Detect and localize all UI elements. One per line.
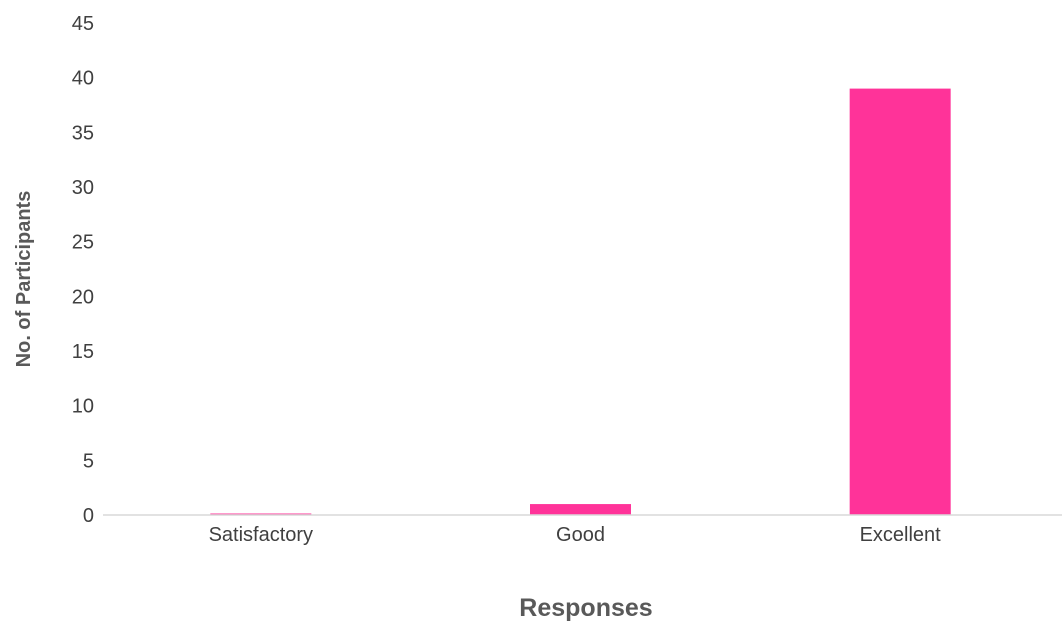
bar-excellent — [850, 89, 951, 515]
y-tick-label: 0 — [83, 505, 94, 527]
y-tick-label: 15 — [72, 341, 94, 363]
x-axis-ticks: Satisfactory Good Excellent — [209, 524, 942, 546]
y-tick-label: 10 — [72, 396, 94, 418]
x-tick-label: Excellent — [860, 524, 942, 546]
bar-good — [530, 504, 631, 515]
y-tick-label: 5 — [83, 450, 94, 472]
y-tick-label: 35 — [72, 122, 94, 144]
bars — [210, 89, 950, 515]
x-tick-label: Satisfactory — [209, 524, 313, 546]
y-tick-label: 30 — [72, 177, 94, 199]
y-tick-label: 40 — [72, 68, 94, 90]
y-axis-ticks: 0 5 10 15 20 25 30 35 40 45 — [72, 13, 94, 527]
y-tick-label: 45 — [72, 13, 94, 35]
x-axis-title: Responses — [519, 594, 652, 622]
y-tick-label: 20 — [72, 286, 94, 308]
y-axis-title: No. of Participants — [13, 191, 35, 368]
x-tick-label: Good — [556, 524, 605, 546]
y-tick-label: 25 — [72, 232, 94, 254]
